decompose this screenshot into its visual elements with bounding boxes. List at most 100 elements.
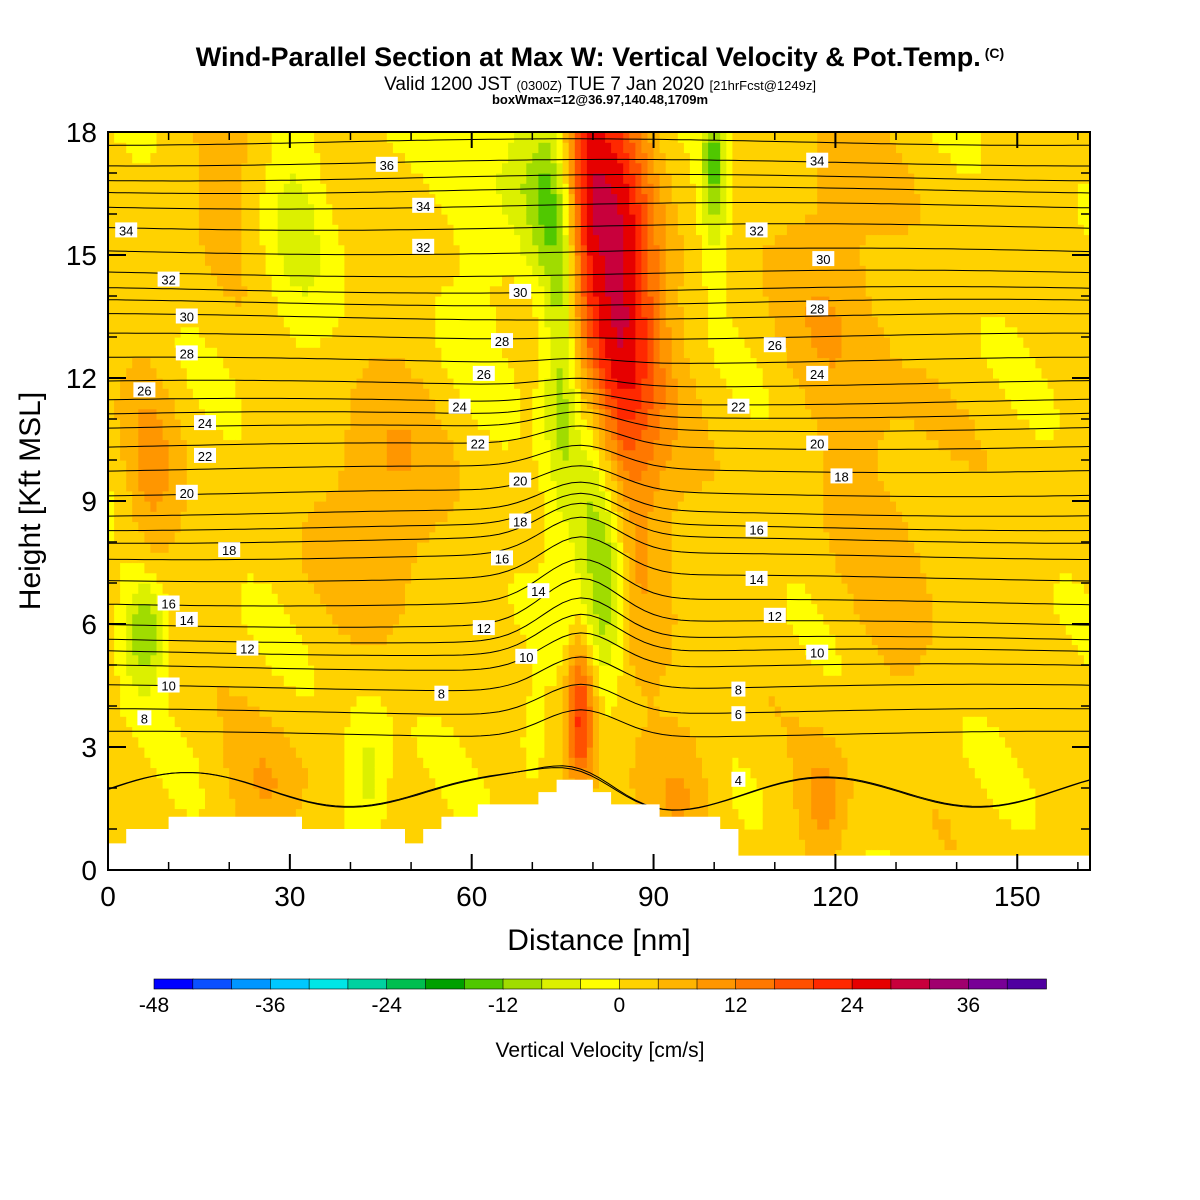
field-cell xyxy=(144,244,152,256)
field-cell xyxy=(508,408,515,420)
field-cell xyxy=(356,808,364,820)
field-cell xyxy=(211,552,218,564)
field-cell xyxy=(302,275,309,287)
field-cell xyxy=(138,162,145,174)
field-cell xyxy=(259,808,267,820)
field-cell xyxy=(174,583,182,594)
field-cell xyxy=(277,439,285,451)
field-cell xyxy=(344,542,352,553)
field-cell xyxy=(514,767,521,779)
field-cell xyxy=(295,367,303,379)
field-cell xyxy=(496,316,503,328)
field-cell xyxy=(508,644,515,656)
field-cell xyxy=(411,572,418,584)
field-cell xyxy=(514,562,521,574)
field-cell xyxy=(483,521,491,533)
field-cell xyxy=(374,203,382,215)
field-cell xyxy=(259,255,267,266)
field-cell xyxy=(362,337,370,348)
field-cell xyxy=(295,552,303,564)
field-cell xyxy=(217,706,224,717)
field-cell xyxy=(126,757,133,769)
field-cell xyxy=(126,173,133,184)
field-cell xyxy=(289,460,297,471)
field-cell xyxy=(429,562,436,574)
field-cell xyxy=(241,296,249,307)
field-cell xyxy=(241,183,249,195)
field-cell xyxy=(277,275,285,287)
field-cell xyxy=(302,747,309,758)
field-cell xyxy=(192,173,200,184)
field-cell xyxy=(205,183,212,195)
field-cell xyxy=(380,285,388,297)
field-cell xyxy=(114,132,121,143)
field-cell xyxy=(198,470,206,482)
field-cell xyxy=(150,624,158,635)
field-cell xyxy=(362,706,370,717)
field-cell xyxy=(302,798,309,810)
field-cell xyxy=(223,521,230,533)
field-cell xyxy=(271,685,279,697)
field-cell xyxy=(514,408,521,420)
field-cell xyxy=(114,572,121,584)
field-cell xyxy=(477,757,485,769)
field-cell xyxy=(259,531,267,543)
field-cell xyxy=(326,521,333,533)
field-cell xyxy=(356,480,364,492)
field-cell xyxy=(271,511,279,523)
field-cell xyxy=(332,162,339,174)
field-cell xyxy=(344,788,352,799)
field-cell xyxy=(477,214,485,225)
field-cell xyxy=(380,316,388,328)
field-cell xyxy=(526,757,533,769)
field-cell xyxy=(308,634,315,646)
field-cell xyxy=(247,480,255,492)
field-cell xyxy=(162,613,170,625)
field-cell xyxy=(441,808,449,820)
field-cell xyxy=(417,132,424,143)
field-cell xyxy=(241,275,249,287)
field-cell xyxy=(198,788,206,799)
field-cell xyxy=(502,429,509,441)
field-cell xyxy=(192,162,200,174)
field-cell xyxy=(229,757,236,769)
field-cell xyxy=(514,449,521,461)
field-cell xyxy=(217,326,224,338)
field-cell xyxy=(150,490,158,502)
field-cell xyxy=(223,675,230,687)
field-cell xyxy=(496,347,503,359)
field-cell xyxy=(399,203,406,215)
field-cell xyxy=(205,521,212,533)
field-cell xyxy=(168,326,176,338)
field-cell xyxy=(253,265,261,277)
field-cell xyxy=(259,152,267,164)
field-cell xyxy=(314,234,321,246)
field-cell xyxy=(392,408,400,420)
field-cell xyxy=(447,798,455,810)
field-cell xyxy=(435,419,442,430)
field-cell xyxy=(211,429,218,441)
field-cell xyxy=(259,244,267,256)
field-cell xyxy=(350,142,358,154)
field-cell xyxy=(447,808,455,820)
field-cell xyxy=(392,398,400,410)
field-cell xyxy=(241,511,249,523)
field-cell xyxy=(168,501,176,512)
field-cell xyxy=(295,798,303,810)
field-cell xyxy=(332,665,339,676)
field-cell xyxy=(271,747,279,758)
field-cell xyxy=(205,634,212,646)
field-cell xyxy=(265,644,273,656)
field-cell xyxy=(356,511,364,523)
field-cell xyxy=(326,562,333,574)
field-cell xyxy=(362,326,370,338)
field-cell xyxy=(144,203,152,215)
field-cell xyxy=(344,716,352,728)
field-cell xyxy=(271,193,279,205)
field-cell xyxy=(374,767,382,779)
field-cell xyxy=(320,367,327,379)
field-cell xyxy=(496,747,503,758)
field-cell xyxy=(380,654,388,666)
field-cell xyxy=(483,501,491,512)
field-cell xyxy=(332,460,339,471)
